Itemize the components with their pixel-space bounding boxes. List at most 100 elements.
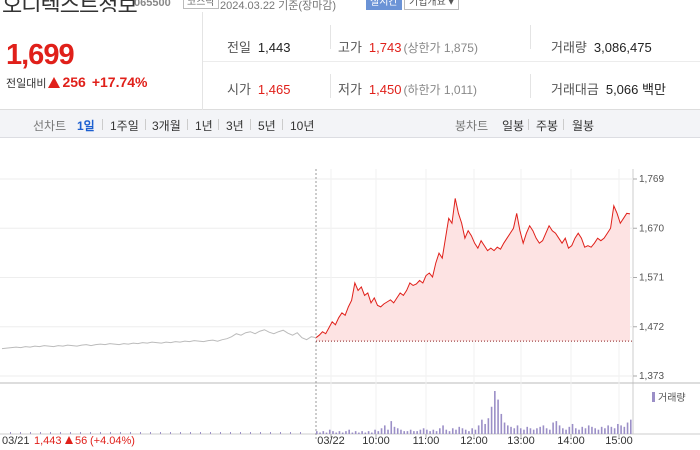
stat-value: 1,465 [257,82,291,97]
volume-bar [471,428,473,434]
volume-bar [374,429,376,434]
volume-bar [230,432,231,434]
stat-value: 5,066 백만 [605,82,666,97]
volume-legend-label: 거래량 [658,392,686,404]
stat-label: 거래대금 [551,82,599,97]
volume-bar [620,425,622,434]
period-tab-1w[interactable]: 1주일 [110,119,139,133]
company-overview-dropdown[interactable]: 기업개요 ▾ [404,0,459,10]
volume-bar [335,432,338,434]
volume-bar [60,432,61,434]
volume-bar [280,432,281,434]
period-tab-1d[interactable]: 1일 [77,119,95,133]
volume-bar [377,431,380,434]
volume-bar [100,432,101,434]
volume-bar [358,432,360,434]
volume-bar [623,426,626,434]
period-tab-1y[interactable]: 1년 [195,119,213,133]
volume-bar [220,432,221,434]
period-tab-10y[interactable]: 10년 [290,119,315,133]
volume-bar [210,432,211,434]
period-tab-3y[interactable]: 3년 [226,119,244,133]
stat-label: 전일 [227,40,251,55]
volume-bar [80,432,81,434]
volume-bar [160,432,161,434]
intraday-chart[interactable]: 거래량 1,769 1,670 1,571 1,472 1,373 03/22 10:00… [0,139,700,450]
volume-bar [571,423,574,434]
volume-bar [481,419,483,434]
volume-bar [542,425,545,434]
volume-bar [442,425,444,434]
volume-bar [140,432,141,434]
volume-bar [406,431,409,434]
candle-chart-label: 봉차트 [455,119,489,133]
price-change: 전일대비 256 +17.74% [6,74,148,91]
volume-bar [604,428,606,434]
volume-bar [464,429,467,434]
change-amount: 256 [62,74,86,90]
stock-code: 065500 [134,0,171,9]
change-percent: +17.74% [91,74,148,90]
price-summary: 1,699 전일대비 256 +17.74% 전일 1,443 시가 1,465 고가 1… [0,12,700,110]
y-tick-label: 1,769 [639,174,664,185]
candle-tab-daily[interactable]: 일봉 [502,119,525,133]
toolbar-divider [250,119,251,130]
volume-bar [130,432,131,434]
up-triangle-icon [48,77,61,88]
volume-bar [610,426,613,434]
chevron-down-icon: ▾ [448,0,454,8]
x-tick-label: 12:00 [460,435,488,447]
volume-bar [565,429,567,434]
stat-low: 저가 1,450 (하한가 1,011) [338,79,477,98]
volume-bar [607,425,609,434]
x-tick-label: 13:00 [507,435,535,447]
volume-bar [322,431,325,434]
volume-bar [597,429,600,434]
y-axis: 1,769 1,670 1,571 1,472 1,373 [639,174,664,382]
volume-bar [545,428,548,434]
prev-day-line [1,329,317,350]
x-tick-label: 10:00 [362,435,390,447]
volume-bar [555,421,558,434]
volume-bar [338,431,341,434]
volume-bar [150,432,151,434]
price-area [1,198,633,350]
up-triangle-icon [65,436,73,444]
x-tick-label: 11:00 [413,435,440,447]
prev-day-close: 1,443 [34,435,62,447]
chart-toolbar: 선차트 1일 1주일 3개월 1년 3년 5년 10년 봉차트 일봉 주봉 월봉 [0,110,700,138]
volume-bar [516,425,519,434]
volume-bar [539,426,541,434]
x-tick-label: 15:00 [605,435,633,447]
volume-bar [90,432,91,434]
volume-bar [630,419,632,434]
volume-bar [536,428,538,434]
period-tab-3m[interactable]: 3개월 [152,119,181,133]
volume-bar [487,418,490,434]
stat-label: 거래량 [551,40,587,55]
x-tick-label: 14:00 [557,435,585,447]
volume-bar [445,429,448,434]
stat-open: 시가 1,465 [227,79,290,98]
stats-col-divider [330,74,331,98]
stat-volume: 거래량 3,086,475 [551,37,652,56]
volume-bar [591,426,593,434]
prev-day-change: 56 [75,435,87,447]
volume-legend-swatch [652,392,655,402]
realtime-button[interactable]: 실시간 [366,0,402,10]
prev-day-info: 03/21 1,443 56 (+4.04%) [2,435,135,447]
volume-bar [494,391,496,434]
period-tab-5y[interactable]: 5년 [258,119,276,133]
volume-bar [371,432,373,434]
candle-tab-monthly[interactable]: 월봉 [572,119,595,133]
volume-bar [316,431,318,434]
stats-col-divider [530,25,531,49]
volume-bar [458,426,461,434]
volume-bar [40,432,41,434]
volume-bar [387,429,389,434]
volume-bar [477,425,480,434]
volume-bar [364,432,367,434]
volume-bar [419,429,422,434]
candle-tab-weekly[interactable]: 주봉 [536,119,559,133]
volume-bar [422,428,425,434]
